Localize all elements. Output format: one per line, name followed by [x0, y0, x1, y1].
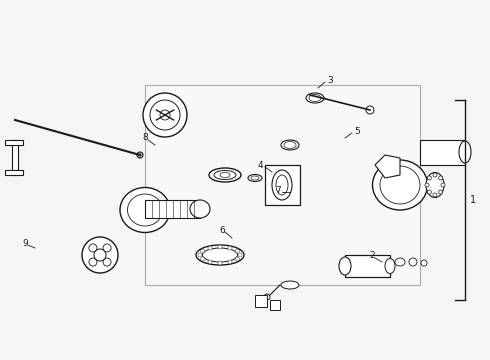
Circle shape	[208, 246, 212, 250]
Circle shape	[264, 294, 270, 300]
Ellipse shape	[372, 160, 427, 210]
Circle shape	[235, 249, 239, 253]
Circle shape	[439, 176, 442, 180]
Bar	[12, 140, 18, 175]
Circle shape	[201, 249, 205, 253]
Ellipse shape	[395, 258, 405, 266]
Ellipse shape	[281, 140, 299, 150]
Circle shape	[235, 257, 239, 261]
Ellipse shape	[281, 281, 299, 289]
Bar	[5, 170, 23, 175]
Bar	[265, 165, 300, 205]
Text: 4: 4	[257, 161, 263, 170]
Circle shape	[228, 246, 232, 250]
Text: 6: 6	[219, 225, 225, 234]
Ellipse shape	[339, 257, 351, 275]
Circle shape	[160, 110, 170, 120]
Text: 5: 5	[354, 126, 360, 135]
Ellipse shape	[220, 172, 230, 177]
Bar	[5, 140, 23, 145]
Ellipse shape	[459, 141, 471, 163]
Circle shape	[218, 245, 222, 249]
Ellipse shape	[426, 172, 444, 198]
Circle shape	[228, 260, 232, 264]
Ellipse shape	[421, 260, 427, 266]
Bar	[255, 295, 267, 307]
Ellipse shape	[385, 258, 395, 274]
Circle shape	[433, 193, 437, 197]
Circle shape	[238, 253, 242, 257]
Text: 7: 7	[275, 185, 281, 194]
Text: 1: 1	[470, 195, 476, 205]
Text: 8: 8	[142, 132, 148, 141]
Ellipse shape	[409, 258, 417, 266]
Ellipse shape	[306, 93, 324, 103]
Bar	[270, 300, 280, 310]
Circle shape	[439, 190, 442, 194]
Ellipse shape	[272, 170, 292, 200]
Ellipse shape	[276, 175, 288, 195]
Ellipse shape	[380, 166, 420, 204]
Circle shape	[89, 244, 97, 252]
Text: 2: 2	[369, 252, 375, 261]
Ellipse shape	[309, 94, 321, 102]
Circle shape	[94, 249, 106, 261]
Text: 9: 9	[22, 239, 28, 248]
Circle shape	[425, 183, 429, 187]
Polygon shape	[375, 155, 400, 178]
Circle shape	[218, 261, 222, 265]
Circle shape	[82, 237, 118, 273]
Ellipse shape	[196, 245, 244, 265]
Bar	[420, 140, 465, 165]
Bar	[345, 255, 390, 277]
Bar	[145, 85, 420, 285]
Circle shape	[433, 173, 437, 177]
Ellipse shape	[251, 176, 259, 180]
Circle shape	[427, 190, 431, 194]
Circle shape	[198, 253, 202, 257]
Text: 3: 3	[327, 76, 333, 85]
Circle shape	[427, 176, 431, 180]
Bar	[145, 200, 200, 218]
Circle shape	[103, 244, 111, 252]
Ellipse shape	[127, 194, 163, 226]
Ellipse shape	[248, 175, 262, 181]
Circle shape	[441, 183, 445, 187]
Ellipse shape	[202, 248, 238, 262]
Ellipse shape	[214, 171, 236, 180]
Ellipse shape	[120, 188, 170, 233]
Circle shape	[137, 152, 143, 158]
Circle shape	[143, 93, 187, 137]
Circle shape	[89, 258, 97, 266]
Circle shape	[208, 260, 212, 264]
Circle shape	[103, 258, 111, 266]
Circle shape	[150, 100, 180, 130]
Ellipse shape	[190, 200, 210, 218]
Ellipse shape	[284, 141, 296, 149]
Circle shape	[366, 106, 374, 114]
Ellipse shape	[209, 168, 241, 182]
Circle shape	[201, 257, 205, 261]
